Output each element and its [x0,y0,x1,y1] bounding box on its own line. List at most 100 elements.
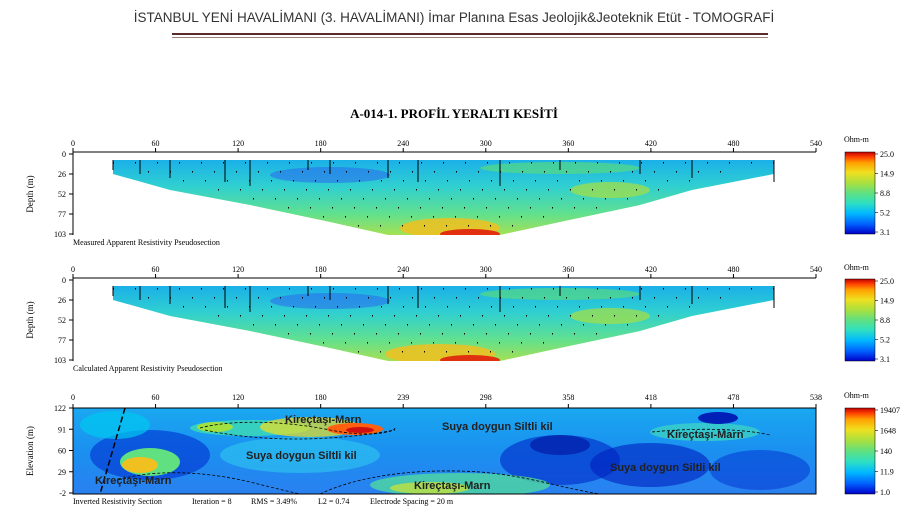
calculated-pseudosection: 0 60 120 180 240 300 360 420 480 540 0 26 52 77 103 C… [25,265,822,373]
data-point [535,306,536,308]
y-tick-label: 122 [54,404,66,413]
data-point [654,297,655,299]
data-point [456,297,457,299]
data-point [289,162,290,164]
data-point [539,198,540,200]
data-point [575,288,576,290]
data-point [456,171,457,173]
data-point [284,315,285,317]
report-header: İSTANBUL YENİ HAVALİMANI (3. HAVALİMANI)… [133,10,775,25]
data-point [358,225,359,227]
data-point [179,162,180,164]
data-point [491,180,492,182]
profile-title: A-014-1. PROFİL YERALTI KESİTİ [350,106,558,121]
x-tick-label: 240 [397,139,409,148]
data-point [663,288,664,290]
y-tick-label: 60 [58,447,66,456]
data-point [355,288,356,290]
panel-caption: Calculated Apparent Resistivity Pseudose… [73,364,223,373]
data-point [328,189,329,191]
data-point [641,162,642,164]
data-point [394,315,395,317]
data-point [574,207,575,209]
data-point [253,198,254,200]
scale-tick-label: 8.8 [880,316,890,325]
data-point [372,315,373,317]
scale-tick-label: 14.9 [880,170,894,179]
color-scale: Ohm-m 19407 1648 140 11.9 1.0 [844,391,900,497]
data-point [398,333,399,335]
data-point [561,198,562,200]
annotation-label: Kireçtaşı-Marn [95,475,172,487]
data-point [495,324,496,326]
data-point [262,315,263,317]
data-point [280,297,281,299]
data-point [689,306,690,308]
y-tick-label: 103 [54,230,66,239]
data-point [319,198,320,200]
data-point [367,342,368,344]
data-point [478,297,479,299]
x-tick-label: 180 [315,265,327,274]
data-point [363,198,364,200]
data-point [451,324,452,326]
data-point [438,315,439,317]
data-point [363,324,364,326]
y-tick-label: 77 [58,210,66,219]
data-point [425,180,426,182]
data-point [570,189,571,191]
data-point [399,288,400,290]
data-point [376,333,377,335]
data-point [698,297,699,299]
data-point [443,162,444,164]
data-point [508,333,509,335]
data-point [135,288,136,290]
data-point [548,315,549,317]
scale-tick-label: 5.2 [880,336,890,345]
data-point [333,288,334,290]
data-point [310,333,311,335]
panel-caption: Inverted Resistivity Section [73,497,162,506]
panel-caption: Measured Apparent Resistivity Pseudosect… [73,238,220,247]
x-tick-label: 239 [397,393,409,402]
scale-tick-label: 140 [880,447,892,456]
data-point [297,324,298,326]
scale-title: Ohm-m [844,391,870,400]
data-point [508,207,509,209]
data-point [302,171,303,173]
data-point [645,180,646,182]
data-point [236,171,237,173]
data-point [513,306,514,308]
data-point [636,315,637,317]
data-point [434,171,435,173]
data-point [614,189,615,191]
data-point [447,180,448,182]
data-point [358,351,359,353]
data-point [539,324,540,326]
data-point [698,171,699,173]
data-point [354,333,355,335]
x-tick-label: 60 [152,265,160,274]
data-point [751,162,752,164]
data-point [192,297,193,299]
data-point [465,288,466,290]
annotation-label: Kireçtaşı-Marn [285,414,362,426]
data-point [512,351,513,353]
data-point [293,306,294,308]
data-point [402,351,403,353]
data-point [729,288,730,290]
data-point [337,306,338,308]
data-point [403,180,404,182]
data-point [530,207,531,209]
data-point [402,225,403,227]
data-point [218,315,219,317]
data-point [676,171,677,173]
data-point [513,180,514,182]
y-tick-label: 77 [58,336,66,345]
data-point [416,315,417,317]
data-point [499,342,500,344]
data-point [157,162,158,164]
data-point [517,198,518,200]
data-point [442,207,443,209]
data-point [596,207,597,209]
